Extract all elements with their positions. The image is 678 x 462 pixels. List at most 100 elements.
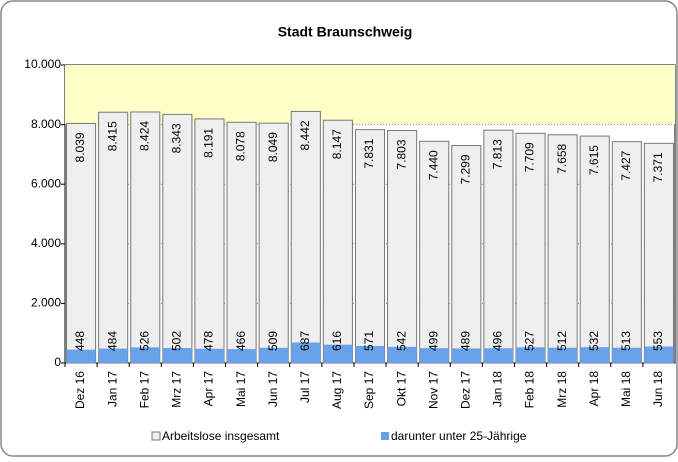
legend-label: Arbeitslose insgesamt	[162, 429, 280, 443]
x-tick-label: Jun 17	[266, 371, 280, 407]
bar	[387, 346, 417, 363]
bar	[515, 132, 546, 364]
bar	[547, 134, 578, 364]
bar	[451, 348, 481, 363]
value-label: 8.442	[298, 120, 312, 150]
y-tick-label: 10.000	[24, 57, 61, 71]
x-tick-label: Okt 17	[394, 371, 408, 407]
bar	[291, 342, 321, 363]
bar	[322, 119, 353, 364]
legend-swatch	[381, 432, 389, 440]
y-tick-label: 4.000	[31, 236, 61, 250]
value-label: 512	[555, 331, 569, 351]
value-label: 571	[362, 331, 376, 351]
value-label: 8.039	[73, 132, 87, 162]
value-label: 7.615	[587, 145, 601, 175]
x-tick-label: Sep 17	[362, 371, 376, 409]
bar	[66, 122, 97, 364]
bar	[548, 347, 578, 363]
bar	[259, 347, 289, 363]
bar	[194, 348, 225, 363]
value-label: 484	[105, 331, 119, 351]
bar	[387, 129, 418, 364]
x-tick-label: Dez 17	[458, 371, 472, 409]
bar	[66, 349, 96, 363]
bar	[419, 140, 450, 364]
value-label: 553	[651, 331, 665, 351]
bar	[323, 344, 353, 363]
bar	[227, 349, 257, 363]
bar	[580, 347, 610, 363]
x-tick-label: Mrz 17	[170, 371, 184, 408]
value-label: 616	[330, 331, 344, 351]
x-tick-label: Aug 17	[330, 371, 344, 409]
bar	[162, 348, 192, 363]
value-label: 8.343	[170, 123, 184, 153]
bar	[579, 135, 610, 364]
y-tick-label: 6.000	[31, 176, 61, 190]
bar	[98, 348, 128, 363]
bar	[644, 346, 674, 363]
bar	[611, 141, 642, 364]
bar	[612, 347, 642, 363]
y-tick-label: 8.000	[31, 117, 61, 131]
value-label: 8.049	[266, 132, 280, 162]
y-tick-label: 0	[54, 355, 61, 369]
legend-swatch	[151, 431, 161, 441]
x-tick-label: Dez 16	[73, 371, 87, 409]
x-tick-label: Apr 17	[202, 371, 216, 407]
value-label: 7.371	[651, 152, 665, 182]
value-label: 8.424	[137, 121, 151, 151]
value-label: 8.078	[234, 131, 248, 161]
x-tick-label: Mai 18	[619, 371, 633, 407]
x-tick-label: Jan 17	[105, 371, 119, 407]
bar	[194, 118, 225, 364]
legend-label: darunter unter 25-Jährige	[391, 429, 527, 443]
x-tick-label: Mai 17	[234, 371, 248, 407]
value-label: 7.427	[619, 150, 633, 180]
x-tick-label: Feb 17	[137, 371, 151, 409]
value-label: 687	[298, 331, 312, 351]
value-label: 7.658	[555, 143, 569, 173]
value-label: 7.709	[523, 142, 537, 172]
value-label: 513	[619, 331, 633, 351]
x-tick-label: Jul 17	[298, 371, 312, 403]
bar	[483, 348, 513, 363]
value-label: 478	[202, 331, 216, 351]
bar	[258, 122, 289, 364]
value-label: 489	[458, 331, 472, 351]
x-tick-label: Jan 18	[491, 371, 505, 407]
bar	[643, 142, 674, 364]
x-tick-label: Mrz 18	[555, 371, 569, 408]
bar	[451, 144, 482, 364]
bar	[130, 347, 160, 363]
y-tick-label: 2.000	[31, 296, 61, 310]
x-tick-label: Jun 18	[651, 371, 665, 407]
bar	[130, 111, 161, 364]
value-label: 496	[491, 331, 505, 351]
value-label: 532	[587, 331, 601, 351]
x-tick-label: Nov 17	[426, 371, 440, 409]
bar	[226, 121, 257, 364]
value-label: 448	[73, 331, 87, 351]
value-label: 526	[137, 331, 151, 351]
value-label: 502	[170, 331, 184, 351]
bar	[419, 348, 449, 363]
value-label: 7.299	[458, 154, 472, 184]
value-label: 7.813	[491, 139, 505, 169]
value-label: 509	[266, 331, 280, 351]
value-label: 542	[394, 331, 408, 351]
legend: Arbeitslose insgesamt darunter unter 25-J…	[151, 429, 527, 443]
value-label: 8.191	[202, 128, 216, 158]
value-label: 7.803	[394, 139, 408, 169]
bar	[515, 347, 546, 363]
value-label: 8.147	[330, 129, 344, 159]
value-label: 7.831	[362, 138, 376, 168]
x-tick-label: Apr 18	[587, 371, 601, 407]
chart-title: Stadt Braunschweig	[278, 24, 413, 40]
value-label: 527	[523, 331, 537, 351]
value-label: 466	[234, 331, 248, 351]
bar	[355, 345, 385, 363]
value-label: 499	[426, 331, 440, 351]
